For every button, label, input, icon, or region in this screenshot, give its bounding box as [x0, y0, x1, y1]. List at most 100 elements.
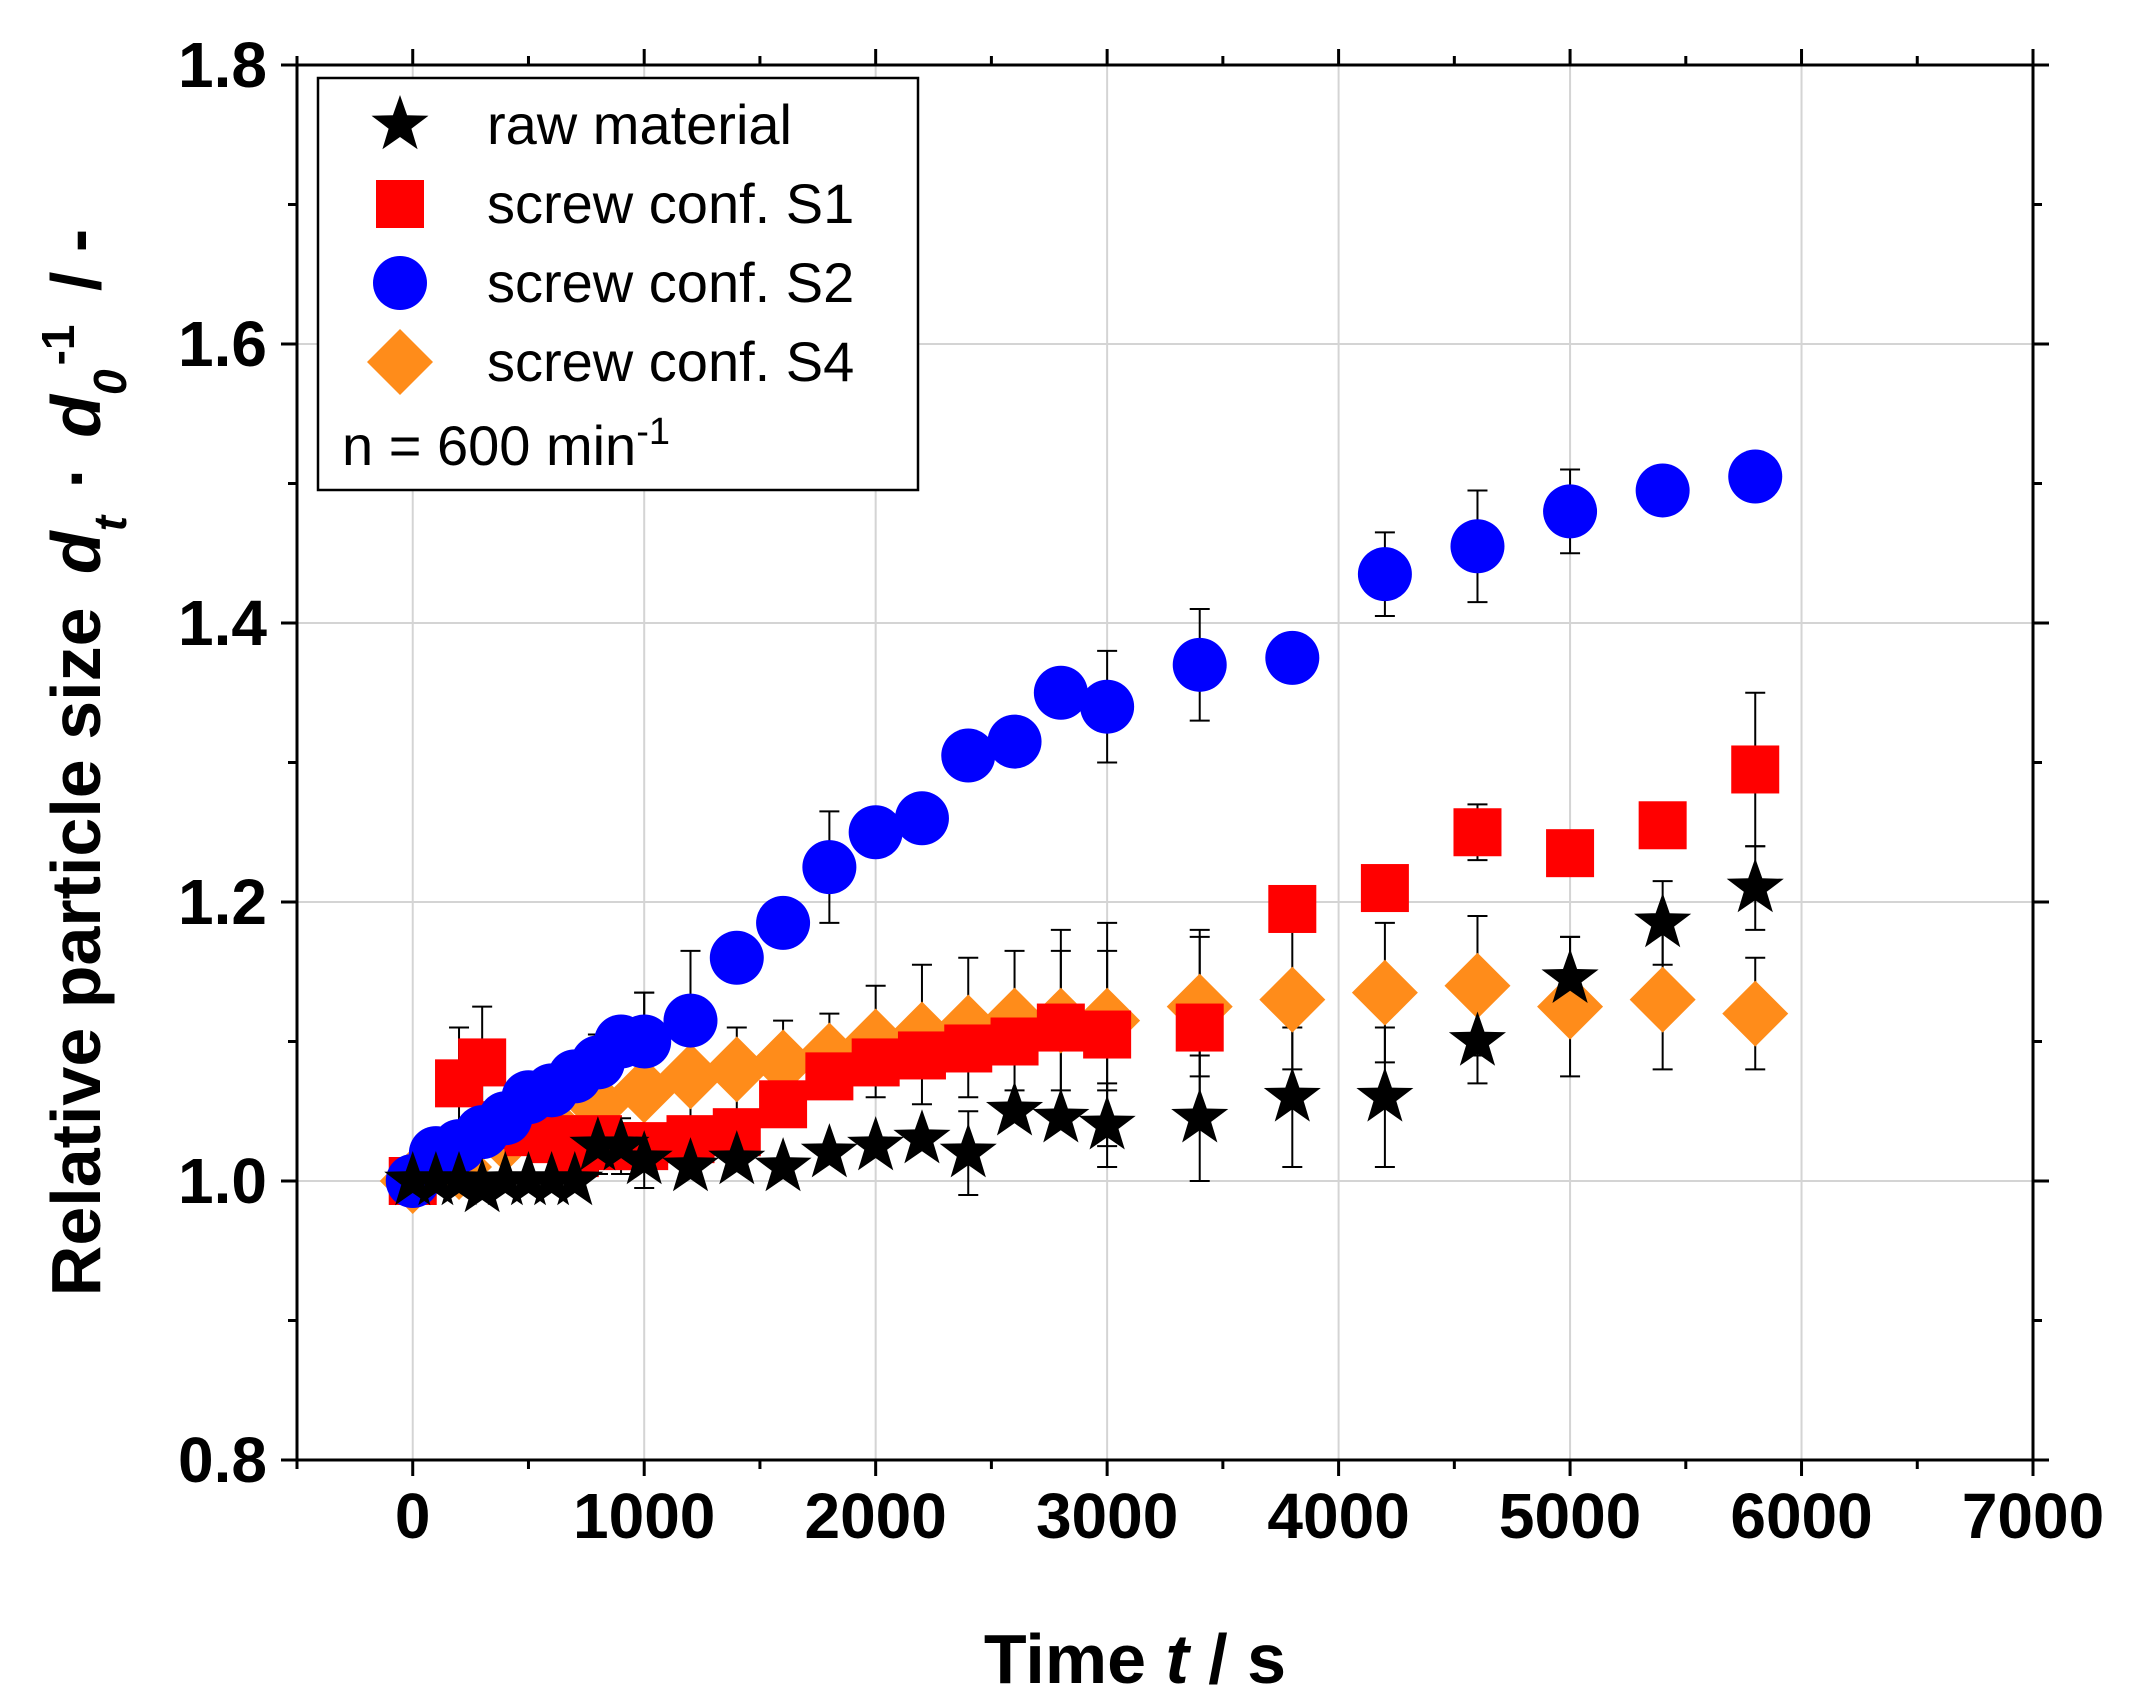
data-point-diamond: [703, 1036, 770, 1103]
data-point-square: [1268, 884, 1317, 933]
data-point-circle: [1543, 484, 1598, 539]
legend-label-s4: screw conf. S4: [487, 330, 854, 393]
data-point-square: [1453, 808, 1502, 857]
data-point-square: [851, 1038, 900, 1087]
data-point-star: [1171, 1088, 1229, 1143]
data-point-circle: [802, 840, 857, 895]
data-point-diamond: [657, 1043, 724, 1110]
y-tick-label: 1.0: [178, 1145, 267, 1217]
legend-symbol-circle: [373, 256, 427, 310]
data-point-star: [1263, 1067, 1321, 1122]
y-tick-label: 1.8: [178, 29, 267, 101]
tick-labels: 0 1000 2000 3000 4000 5000 6000 7000 0.8 1.0 1.2 1.…: [178, 29, 2104, 1552]
data-point-square: [1083, 1010, 1132, 1059]
legend-label-s1: screw conf. S1: [487, 172, 854, 235]
data-point-star: [847, 1116, 905, 1171]
x-tick-label: 0: [395, 1480, 431, 1552]
data-point-circle: [1450, 519, 1505, 574]
data-point-star: [662, 1137, 719, 1192]
data-point-square: [1546, 829, 1595, 878]
data-point-square: [1731, 745, 1780, 794]
data-point-square: [1360, 864, 1409, 913]
data-point-star: [615, 1130, 673, 1185]
data-point-star: [1448, 1011, 1506, 1066]
data-point-star: [1032, 1088, 1090, 1143]
data-point-circle: [1265, 630, 1320, 685]
x-tick-label: 7000: [1962, 1480, 2104, 1552]
data-point-square: [805, 1052, 854, 1101]
x-tick-label: 1000: [573, 1480, 715, 1552]
data-point-square: [1036, 1003, 1085, 1052]
data-point-star: [986, 1081, 1044, 1136]
data-point-circle: [617, 1014, 672, 1069]
data-point-circle: [894, 791, 949, 846]
x-tick-label: 2000: [804, 1480, 946, 1552]
data-point-star: [569, 1116, 627, 1171]
y-axis-title: Relative particle size dt · d0-1 / -: [32, 229, 136, 1296]
data-point-star: [893, 1109, 951, 1164]
data-point-square: [1175, 1003, 1224, 1052]
axis-ticks: [281, 49, 2049, 1476]
legend-symbol-square: [376, 180, 424, 228]
data-point-circle: [1033, 665, 1088, 720]
y-tick-label: 1.4: [178, 587, 267, 659]
data-point-star: [708, 1130, 766, 1185]
data-point-circle: [941, 728, 996, 783]
data-point-diamond: [1537, 973, 1604, 1040]
data-point-star: [476, 1151, 534, 1206]
data-point-star: [1356, 1067, 1414, 1122]
data-point-diamond: [1629, 966, 1696, 1033]
data-point-square: [458, 1038, 507, 1087]
data-point-circle: [1728, 449, 1783, 504]
y-tick-label: 1.2: [178, 866, 267, 938]
legend: raw material screw conf. S1 screw conf. …: [316, 76, 920, 492]
speed-annotation: n = 600 min-1: [342, 411, 670, 477]
data-point-star: [430, 1151, 488, 1206]
legend-symbols: [367, 95, 433, 395]
data-point-star: [384, 1151, 442, 1206]
x-tick-label: 4000: [1267, 1480, 1409, 1552]
data-point-square: [990, 1017, 1039, 1066]
data-point-circle: [709, 930, 764, 985]
data-point-star: [453, 1158, 511, 1213]
data-point-diamond: [1722, 980, 1789, 1047]
x-tick-label: 3000: [1036, 1480, 1178, 1552]
legend-label-s2: screw conf. S2: [487, 251, 854, 314]
data-point-star: [407, 1151, 465, 1206]
x-axis-title: Time t / s: [984, 1620, 1286, 1698]
data-point-circle: [1080, 679, 1135, 734]
data-point-star: [754, 1137, 812, 1192]
data-point-star: [546, 1151, 604, 1206]
data-point-square: [759, 1080, 808, 1129]
data-point-star: [800, 1123, 858, 1178]
data-point-square: [897, 1031, 946, 1080]
data-point-circle: [1172, 637, 1227, 692]
data-point-circle: [1357, 547, 1412, 602]
x-tick-label: 5000: [1499, 1480, 1641, 1552]
data-point-star: [939, 1123, 997, 1178]
data-point-star: [1634, 892, 1692, 948]
data-point-star: [1541, 948, 1599, 1003]
data-point-star: [1726, 858, 1784, 913]
data-point-star: [1078, 1095, 1136, 1150]
data-point-star: [592, 1116, 650, 1171]
data-point-circle: [756, 895, 811, 950]
data-point-circle: [1635, 463, 1690, 518]
data-point-square: [944, 1024, 993, 1073]
data-point-star: [523, 1151, 581, 1206]
legend-label-raw-material: raw material: [487, 93, 792, 156]
data-markers: [379, 449, 1789, 1214]
data-point-square: [1638, 801, 1687, 850]
data-point-diamond: [750, 1029, 817, 1096]
y-tick-label: 1.6: [178, 308, 267, 380]
data-point-circle: [987, 714, 1042, 769]
legend-symbol-star: [371, 95, 429, 150]
legend-symbol-diamond: [367, 329, 433, 395]
y-tick-label: 0.8: [178, 1424, 267, 1496]
data-point-diamond: [1259, 966, 1326, 1033]
x-tick-label: 6000: [1730, 1480, 1872, 1552]
data-point-circle: [848, 805, 903, 860]
data-point-star: [499, 1151, 557, 1206]
data-point-diamond: [1444, 952, 1511, 1019]
